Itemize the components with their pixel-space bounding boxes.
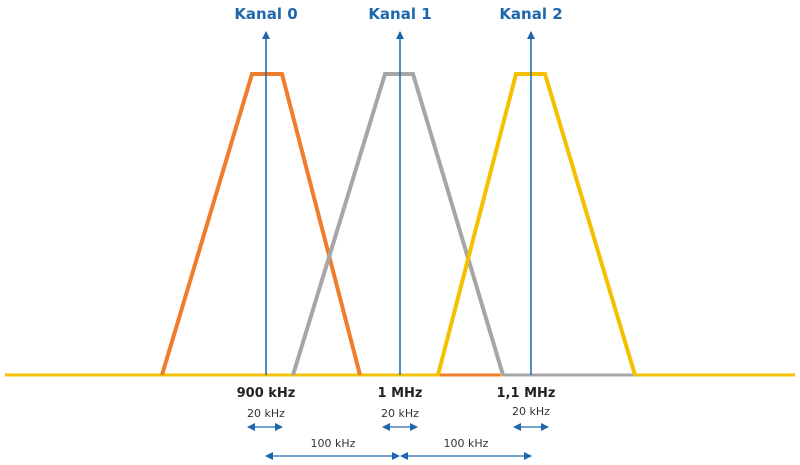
bandwidth-label: 20 kHz <box>381 407 419 420</box>
bandwidth-label: 20 kHz <box>247 407 285 420</box>
channel-label: Kanal 2 <box>499 5 562 23</box>
frequency-label: 1,1 MHz <box>497 386 556 401</box>
spacing-label: 100 kHz <box>311 437 356 450</box>
spacing-label: 100 kHz <box>444 437 489 450</box>
frequency-label: 1 MHz <box>378 386 423 401</box>
channel-label: Kanal 1 <box>368 5 431 23</box>
bandwidth-label: 20 kHz <box>512 405 550 418</box>
channel-label: Kanal 0 <box>234 5 297 23</box>
channel-0-band <box>160 72 362 376</box>
channel-1-band <box>291 72 505 376</box>
channel-2-band <box>436 72 637 376</box>
frequency-label: 900 kHz <box>237 386 296 401</box>
